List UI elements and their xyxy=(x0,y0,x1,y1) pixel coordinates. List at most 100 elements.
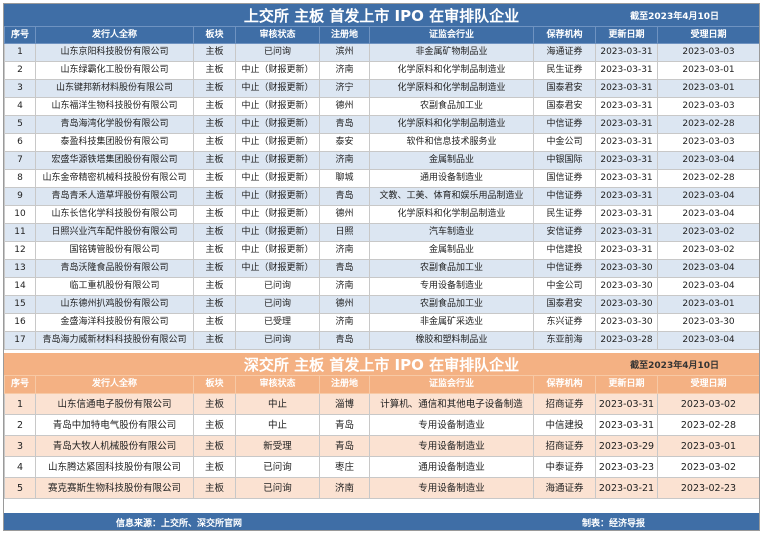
table-cell: 新受理 xyxy=(235,435,320,457)
table-row: 1 山东京阳科技股份有限公司 主板 已问询 滨州 非金属矿物制品业 海通证券 2023-03-… xyxy=(4,43,759,62)
table-cell: 3 xyxy=(4,79,36,98)
table-cell: 青岛 xyxy=(319,187,370,206)
szse-date: 截至2023年4月10日 xyxy=(630,361,719,371)
table-cell: 主板 xyxy=(193,414,236,436)
table-cell: 主板 xyxy=(193,331,236,350)
table-cell: 济南 xyxy=(319,313,370,332)
table-cell: 软件和信息技术服务业 xyxy=(369,133,534,152)
table-cell: 中止（财报更新） xyxy=(235,169,320,188)
table-cell: 滨州 xyxy=(319,43,370,62)
table-cell: 德州 xyxy=(319,97,370,116)
table-cell: 10 xyxy=(4,205,36,224)
table-cell: 德州 xyxy=(319,205,370,224)
table-cell: 2023-03-02 xyxy=(657,223,759,242)
table-cell: 主板 xyxy=(193,79,236,98)
table-cell: 2023-02-23 xyxy=(657,477,759,499)
table-cell: 国铭铸管股份有限公司 xyxy=(35,241,194,260)
table-cell: 青岛 xyxy=(319,331,370,350)
table-cell: 济宁 xyxy=(319,79,370,98)
table-cell: 1 xyxy=(4,43,36,62)
footer-maker: 制表：经济导报 xyxy=(582,519,646,529)
section-separator xyxy=(4,350,759,353)
table-cell: 国泰君安 xyxy=(533,295,596,314)
table-cell: 山东金帝精密机械科技股份有限公司 xyxy=(35,169,194,188)
table-cell: 主板 xyxy=(193,43,236,62)
table-cell: 赛克赛斯生物科技股份有限公司 xyxy=(35,477,194,499)
column-header: 注册地 xyxy=(319,26,370,44)
table-row: 4 山东福洋生物科技股份有限公司 主板 中止（财报更新） 德州 农副食品加工业 国泰君安 20… xyxy=(4,97,759,116)
table-cell: 2023-03-21 xyxy=(595,477,658,499)
table-cell: 6 xyxy=(4,133,36,152)
table-cell: 山东绿霸化工股份有限公司 xyxy=(35,61,194,80)
table-cell: 聊城 xyxy=(319,169,370,188)
column-header: 证监会行业 xyxy=(369,375,534,394)
table-cell: 2023-03-30 xyxy=(595,259,658,278)
szse-table-body: 1 山东信通电子股份有限公司 主板 中止 淄博 计算机、通信和其他电子设备制造 招商证券 20… xyxy=(4,393,759,499)
table-cell: 济南 xyxy=(319,277,370,296)
table-cell: 国泰君安 xyxy=(533,79,596,98)
table-cell: 主板 xyxy=(193,241,236,260)
table-cell: 文教、工美、体育和娱乐用品制造业 xyxy=(369,187,534,206)
table-cell: 中止（财报更新） xyxy=(235,205,320,224)
column-header: 审核状态 xyxy=(235,375,320,394)
table-row: 16 金盛海洋科技股份有限公司 主板 已受理 济南 非金属矿采选业 东兴证券 2023-03-… xyxy=(4,313,759,332)
column-header: 审核状态 xyxy=(235,26,320,44)
table-cell: 2023-03-02 xyxy=(657,241,759,260)
table-cell: 青岛海湾化学股份有限公司 xyxy=(35,115,194,134)
table-cell: 4 xyxy=(4,97,36,116)
table-cell: 招商证券 xyxy=(533,393,596,415)
table-cell: 橡胶和塑料制品业 xyxy=(369,331,534,350)
sse-table: 序号 发行人全称 板块 审核状态 注册地 证监会行业 保荐机构 更新日期 受理日期 1 山东京阳科… xyxy=(4,26,759,350)
table-cell: 化学原料和化学制品制造业 xyxy=(369,115,534,134)
table-row: 2 青岛中加特电气股份有限公司 主板 中止 青岛 专用设备制造业 中信建投 2023-03-3… xyxy=(4,414,759,436)
column-header: 注册地 xyxy=(319,375,370,394)
table-cell: 山东长信化学科技股份有限公司 xyxy=(35,205,194,224)
table-cell: 国信证券 xyxy=(533,169,596,188)
table-cell: 2023-03-23 xyxy=(595,456,658,478)
table-cell: 3 xyxy=(4,435,36,457)
table-row: 2 山东绿霸化工股份有限公司 主板 中止（财报更新） 济南 化学原料和化学制品制造业 民生证… xyxy=(4,61,759,80)
table-cell: 中止（财报更新） xyxy=(235,259,320,278)
table-cell: 中金公司 xyxy=(533,277,596,296)
table-cell: 海通证券 xyxy=(533,477,596,499)
table-cell: 中信证券 xyxy=(533,259,596,278)
table-cell: 15 xyxy=(4,295,36,314)
table-cell: 青岛中加特电气股份有限公司 xyxy=(35,414,194,436)
table-cell: 中止（财报更新） xyxy=(235,187,320,206)
table-cell: 山东信通电子股份有限公司 xyxy=(35,393,194,415)
column-header: 发行人全称 xyxy=(35,375,194,394)
table-cell: 2023-03-31 xyxy=(595,393,658,415)
table-cell: 山东键邦新材料股份有限公司 xyxy=(35,79,194,98)
table-cell: 青岛大牧人机械股份有限公司 xyxy=(35,435,194,457)
table-cell: 已问询 xyxy=(235,331,320,350)
column-header: 保荐机构 xyxy=(533,26,596,44)
table-cell: 非金属矿物制品业 xyxy=(369,43,534,62)
table-cell: 2023-03-02 xyxy=(657,456,759,478)
table-cell: 2023-03-31 xyxy=(595,241,658,260)
table-cell: 17 xyxy=(4,331,36,350)
table-cell: 主板 xyxy=(193,169,236,188)
table-cell: 山东腾达紧固科技股份有限公司 xyxy=(35,456,194,478)
table-cell: 中止（财报更新） xyxy=(235,223,320,242)
table-cell: 主板 xyxy=(193,61,236,80)
ipo-report: 上交所 主板 首发上市 IPO 在审排队企业 截至2023年4月10日 序号 发行… xyxy=(3,3,760,531)
table-cell: 2023-03-31 xyxy=(595,223,658,242)
table-cell: 金盛海洋科技股份有限公司 xyxy=(35,313,194,332)
table-cell: 通用设备制造业 xyxy=(369,456,534,478)
table-cell: 13 xyxy=(4,259,36,278)
table-cell: 2023-03-31 xyxy=(595,43,658,62)
sse-date: 截至2023年4月10日 xyxy=(630,12,719,22)
table-cell: 2023-03-03 xyxy=(657,43,759,62)
table-cell: 青岛 xyxy=(319,115,370,134)
table-cell: 2023-03-01 xyxy=(657,79,759,98)
table-cell: 专用设备制造业 xyxy=(369,477,534,499)
column-header: 板块 xyxy=(193,26,236,44)
table-cell: 青岛 xyxy=(319,259,370,278)
table-cell: 2023-03-01 xyxy=(657,61,759,80)
table-cell: 德州 xyxy=(319,295,370,314)
table-cell: 主板 xyxy=(193,277,236,296)
table-cell: 主板 xyxy=(193,456,236,478)
column-header: 序号 xyxy=(4,26,36,44)
table-cell: 主板 xyxy=(193,205,236,224)
table-cell: 安信证券 xyxy=(533,223,596,242)
